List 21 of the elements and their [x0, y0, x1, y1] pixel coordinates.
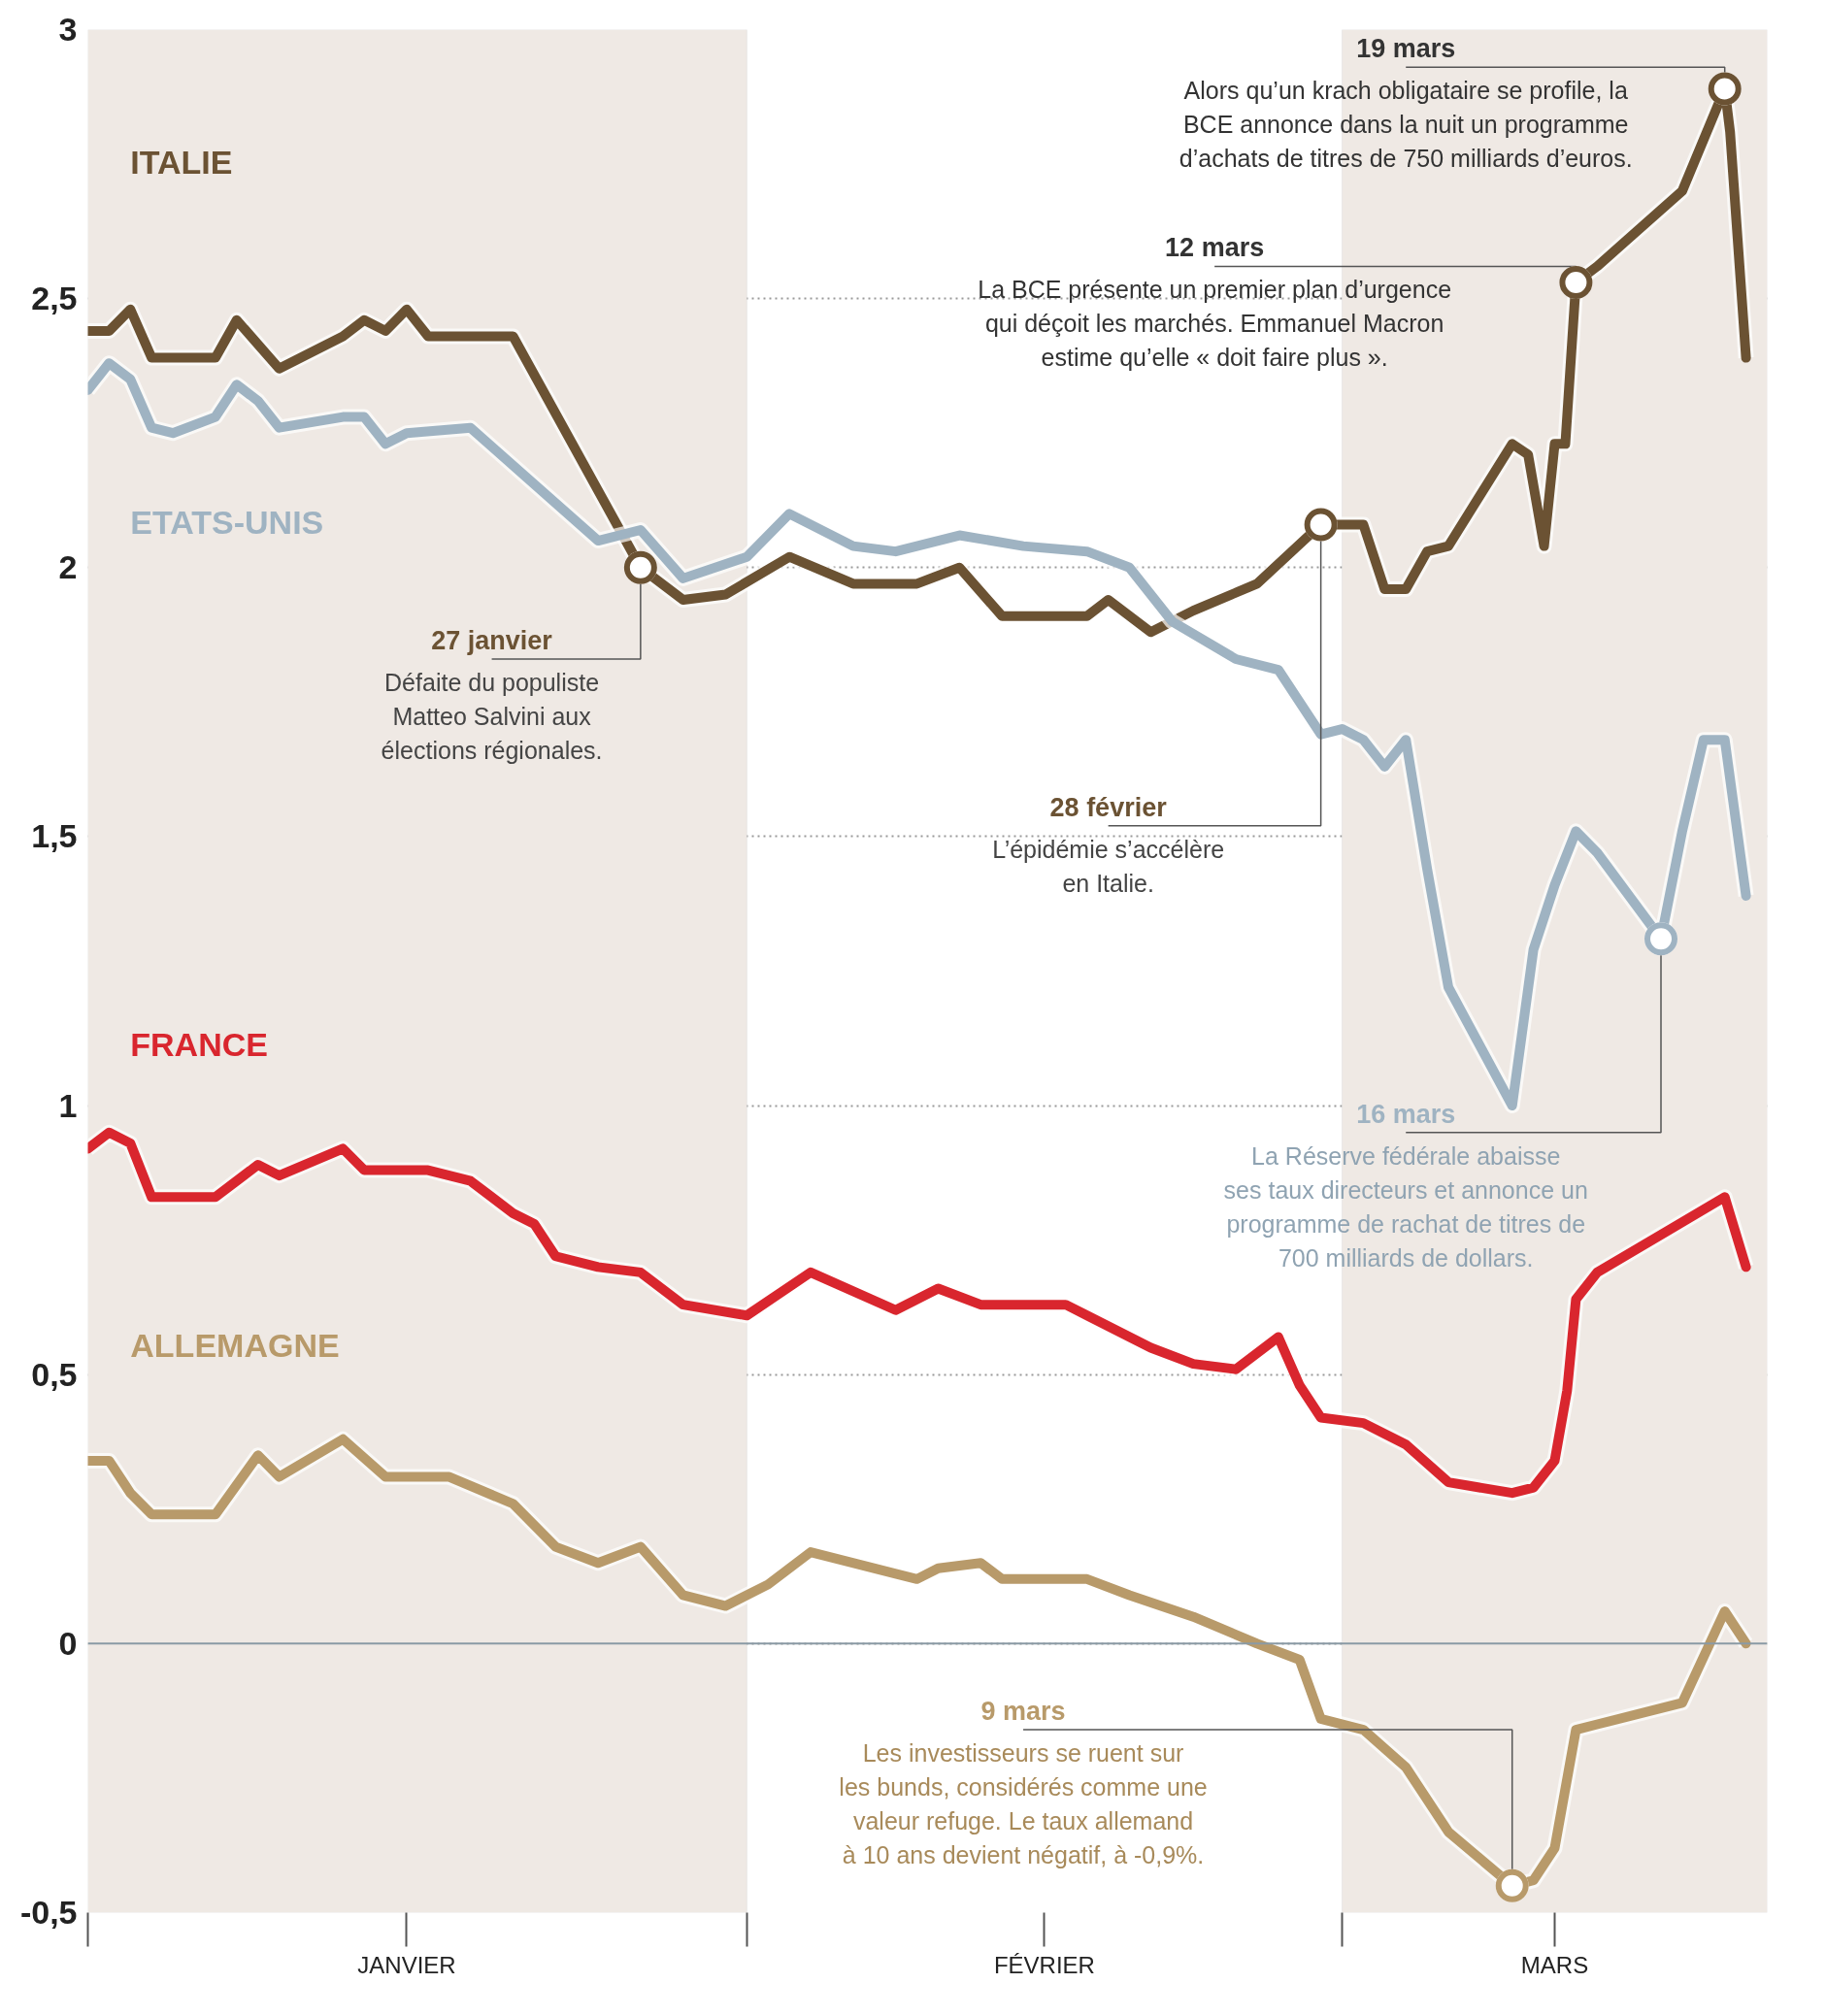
- x-tick-label: MARS: [1520, 1951, 1589, 1978]
- text: ALLEMAGNE: [130, 1327, 340, 1365]
- annotation: 28 février L’épidémie s’accélère en Italie.: [992, 792, 1225, 897]
- x-tick-label: FÉVRIER: [993, 1951, 1095, 1978]
- annotation: 9 mars Les investisseurs se ruent sur les bunds, considérés comme une valeur refuge. Le taux allemand à 10 ans devient négatif, à -0,9%.: [839, 1697, 1208, 1869]
- y-tick-label: 0: [58, 1624, 78, 1662]
- annotation: 27 janvier Défaite du populiste Matteo Salvini aux élections régionales.: [381, 626, 603, 765]
- text: ITALIE: [130, 143, 233, 181]
- y-tick-label: -0,5: [19, 1894, 78, 1931]
- y-tick-label: 1,5: [31, 817, 78, 855]
- y-tick-label: 0,5: [31, 1355, 78, 1393]
- y-tick-label: 1: [58, 1086, 78, 1124]
- x-tick-label: JANVIER: [357, 1951, 456, 1978]
- annotation: 12 mars La BCE présente un premier plan d’urgence qui déçoit les marchés. Emmanuel Macron estime qu’elle « doit faire plus ».: [978, 233, 1452, 372]
- annotation: 16 mars La Réserve fédérale abaisse ses taux directeurs et annonce un programme de rachat de titres de 700 milliards de dollars.: [1223, 1099, 1588, 1272]
- text: ETATS-UNIS: [130, 504, 324, 542]
- y-tick-label: 2,5: [31, 280, 78, 317]
- annotation: 19 mars Alors qu’un krach obligataire se profile, la BCE annonce dans la nuit un programme d’achats de titres de 750 milliards d’euros.: [1179, 34, 1633, 173]
- y-tick-label: 3: [58, 11, 78, 48]
- text: FRANCE: [130, 1025, 268, 1063]
- y-tick-label: 2: [58, 548, 78, 586]
